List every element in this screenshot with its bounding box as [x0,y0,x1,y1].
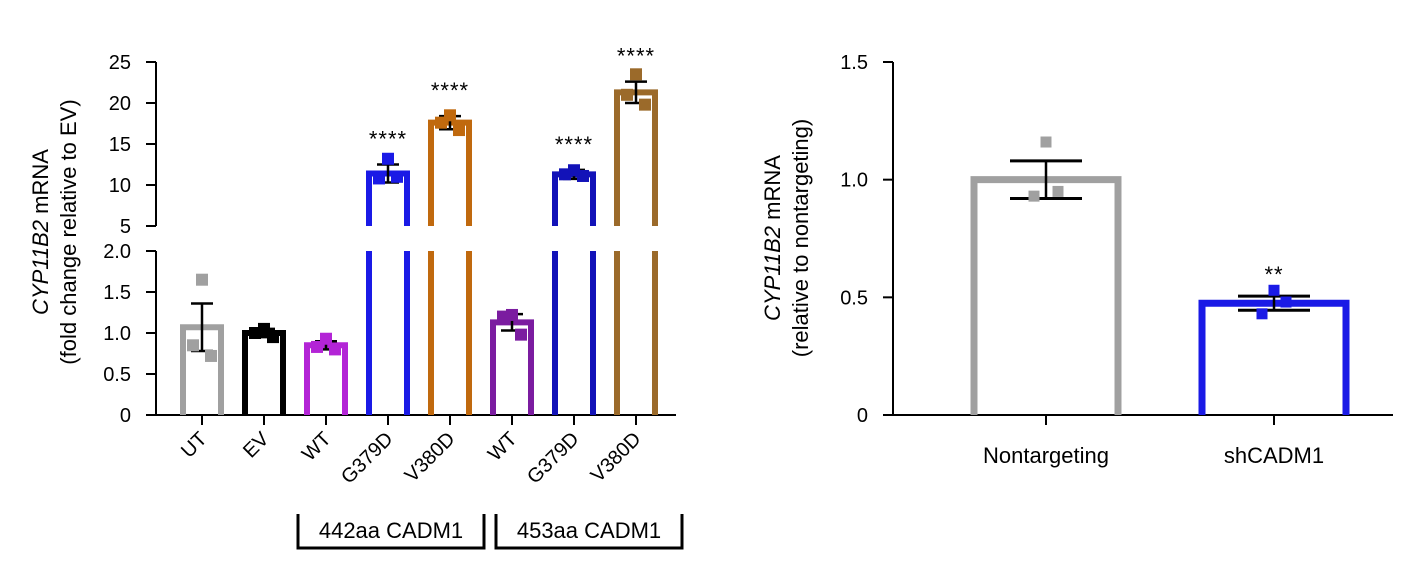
left-y-tick-label: 0.5 [103,364,131,386]
left-x-tick-label: WT [484,428,522,466]
left-y-tick-label: 0 [120,405,131,427]
significance-label: ** [1264,262,1283,287]
left-y-tick-label: 20 [109,93,131,115]
data-point [311,340,323,353]
left-y-axis-label-line2: (fold change relative to EV) [56,99,81,364]
data-point [382,152,394,165]
left-bar-group-wt [490,308,534,415]
left-y-tick-label: 25 [109,52,131,74]
left-y-tick-label: 10 [109,175,131,197]
data-point [639,98,651,111]
data-point [1028,190,1040,202]
bar [1198,299,1350,415]
data-point [559,168,571,181]
bar [428,251,472,415]
left-y-axis-label: CYP11B2 mRNA [28,149,53,315]
left-bar-group-g379d: **** [552,132,596,415]
group-label-442aa: 442aa CADM1 [319,518,463,543]
left-bars: **** **** **** **** [180,44,658,415]
left-y-tick-label: 5 [120,216,131,238]
data-point [1040,136,1052,148]
right-chart: CYP11B2 mRNA (relative to nontargeting) … [760,52,1393,468]
right-y-axis-label-line2: (relative to nontargeting) [788,119,813,357]
left-bar-group-ut [180,273,224,415]
left-y-tick-label: 1.5 [103,282,131,304]
bar [614,89,658,226]
right-y-tick-label: 0 [857,405,868,427]
data-point [630,68,642,81]
left-y-tick-label: 1.0 [103,323,131,345]
data-point [1256,308,1268,320]
right-y-axis-label: CYP11B2 mRNA [760,155,785,321]
significance-label: **** [431,78,469,103]
left-y-axis [155,62,676,416]
group-label-453aa: 453aa CADM1 [517,518,661,543]
left-bar-group-g379d: **** [366,127,410,415]
data-point [391,170,403,183]
significance-label: **** [617,44,655,69]
left-x-tick-label: UT [177,428,211,462]
right-y-tick-label: 0.5 [840,287,868,309]
right-bar-group-shcadm1: ** [1198,262,1350,415]
bar [304,342,348,415]
data-point [1280,296,1292,308]
left-x-tick-label: G379D [337,428,397,488]
left-y-tick-label: 2.0 [103,241,131,263]
left-group-brackets: 442aa CADM1 453aa CADM1 [296,514,684,550]
data-point [249,327,261,339]
data-point [196,273,208,286]
left-y-ticks: 0 0.5 1.0 1.5 2.0 5 10 15 20 25 [103,52,156,427]
bar [970,176,1122,415]
left-bar-group-v380d: **** [428,78,472,415]
data-point [1268,284,1280,296]
data-point [267,331,279,344]
data-point [515,328,527,341]
left-y-tick-label: 15 [109,134,131,156]
right-y-tick-label: 1.5 [840,52,868,74]
data-point [187,339,199,352]
significance-label: **** [369,127,407,152]
right-x-tick-label: shCADM1 [1224,443,1324,468]
bar [428,119,472,226]
bar [242,330,286,415]
left-chart: CYP11B2 mRNA (fold change relative to EV… [28,44,684,550]
right-x-tick-labels: Nontargeting shCADM1 [983,415,1324,468]
data-point [205,349,217,362]
left-x-tick-label: G379D [523,428,583,488]
right-y-ticks: 0 0.5 1.0 1.5 [840,52,893,427]
data-point [621,88,633,101]
right-y-tick-label: 1.0 [840,170,868,192]
group-bracket-442aa [296,514,486,550]
bar [552,251,596,415]
data-point [497,310,509,323]
bar [366,251,410,415]
left-bar-group-v380d: **** [614,44,658,415]
data-point [373,172,385,185]
left-bar-group-ev [242,322,286,415]
left-bar-group-wt [304,332,348,415]
right-bar-group-nontargeting [970,136,1122,415]
left-x-tick-label: V380D [587,428,646,487]
data-point [453,124,465,137]
right-bars: ** [970,136,1350,415]
right-y-axis [892,62,1393,416]
bar [552,171,596,226]
significance-label: **** [555,132,593,157]
left-x-tick-label: V380D [401,428,460,487]
group-bracket-453aa [494,514,684,550]
left-x-tick-labels: UT EV WT G379D V380D WT G379D V380D [177,415,646,488]
right-x-tick-label: Nontargeting [983,443,1109,468]
left-x-tick-label: WT [298,428,336,466]
data-point [329,343,341,356]
left-x-tick-label: EV [239,428,274,463]
data-point [1052,185,1064,197]
data-point [435,116,447,129]
bar [614,251,658,415]
data-point [577,169,589,182]
